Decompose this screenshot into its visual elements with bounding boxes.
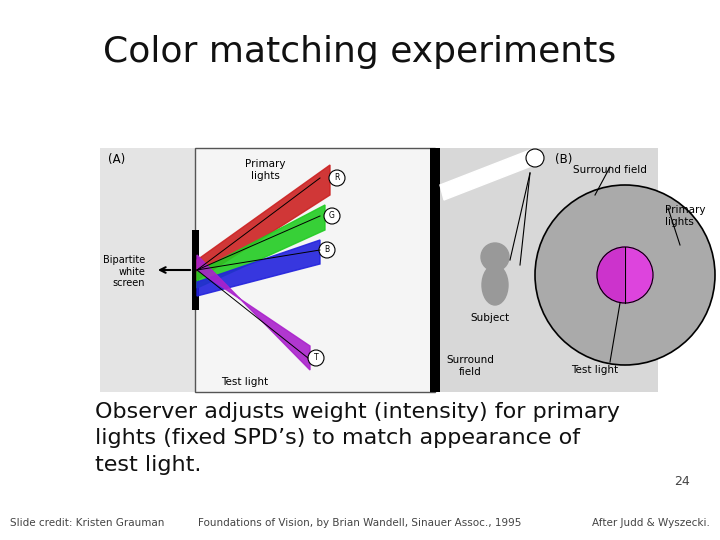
Text: (B): (B)	[555, 153, 572, 166]
Text: Color matching experiments: Color matching experiments	[104, 35, 616, 69]
Text: Subject: Subject	[470, 313, 510, 323]
Ellipse shape	[482, 265, 508, 305]
Bar	[195, 148, 435, 392]
Circle shape	[308, 350, 324, 366]
Polygon shape	[197, 205, 325, 288]
Text: (A): (A)	[108, 153, 125, 166]
Bar	[430, 148, 440, 392]
Text: Bipartite
white
screen: Bipartite white screen	[103, 255, 145, 288]
Wedge shape	[625, 247, 653, 303]
Text: Observer adjusts weight (intensity) for primary
lights (fixed SPD’s) to match ap: Observer adjusts weight (intensity) for …	[95, 402, 620, 475]
Text: B: B	[325, 246, 330, 254]
Text: Surround
field: Surround field	[446, 355, 494, 376]
Polygon shape	[197, 165, 330, 280]
Circle shape	[526, 149, 544, 167]
Text: Test light: Test light	[222, 377, 269, 387]
Text: G: G	[329, 212, 335, 220]
Text: Primary
lights: Primary lights	[665, 205, 706, 227]
Bar	[192, 230, 199, 310]
Circle shape	[329, 170, 345, 186]
Text: After Judd & Wyszecki.: After Judd & Wyszecki.	[592, 518, 710, 528]
Bar	[100, 148, 658, 392]
Text: Surround field: Surround field	[573, 165, 647, 175]
Wedge shape	[597, 247, 625, 303]
Circle shape	[481, 243, 509, 271]
Polygon shape	[197, 240, 320, 296]
Bar	[100, 148, 440, 392]
Text: R: R	[334, 173, 340, 183]
Text: Primary
lights: Primary lights	[245, 159, 285, 180]
Text: 24: 24	[674, 475, 690, 488]
Text: Test light: Test light	[572, 365, 618, 375]
Circle shape	[319, 242, 335, 258]
Circle shape	[535, 185, 715, 365]
Text: Slide credit: Kristen Grauman: Slide credit: Kristen Grauman	[10, 518, 164, 528]
Text: T: T	[314, 354, 318, 362]
Text: Foundations of Vision, by Brian Wandell, Sinauer Assoc., 1995: Foundations of Vision, by Brian Wandell,…	[198, 518, 522, 528]
Circle shape	[324, 208, 340, 224]
Polygon shape	[440, 150, 534, 200]
Polygon shape	[197, 255, 310, 370]
